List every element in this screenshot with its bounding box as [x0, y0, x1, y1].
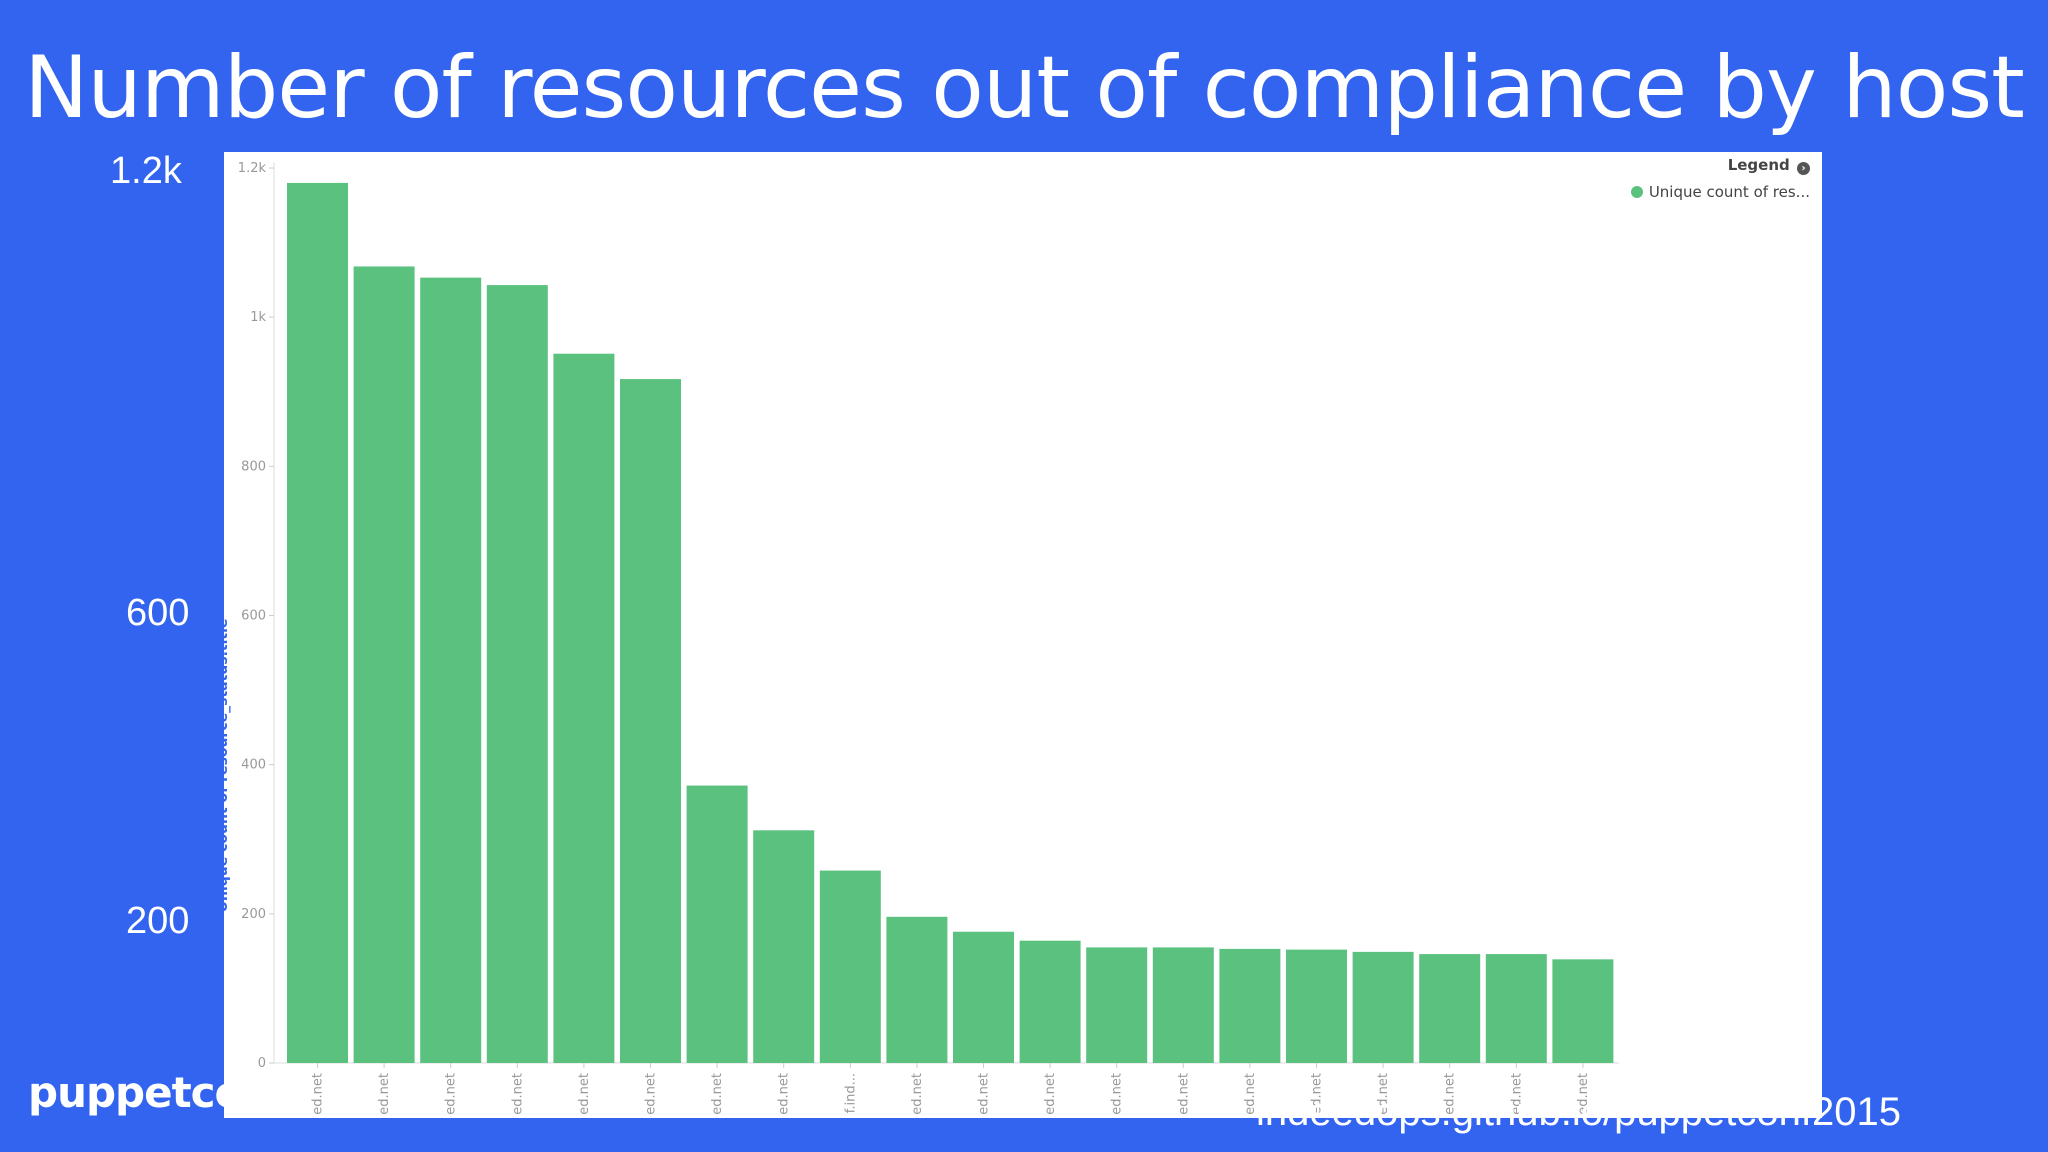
bar: [1552, 959, 1614, 1063]
legend: Legend › Unique count of res...: [1630, 156, 1810, 201]
y-tick-label: 200: [241, 907, 266, 922]
x-tick-label: ed.net: [577, 1073, 592, 1115]
legend-item-label: Unique count of res...: [1648, 183, 1810, 201]
x-tick-label: ed.net: [444, 1073, 459, 1115]
x-tick-label: ed.net: [644, 1073, 659, 1115]
y-tick-label: 400: [241, 758, 266, 773]
x-tick-label: ed.net: [1043, 1073, 1058, 1115]
overlay-tick-label: 200: [126, 900, 190, 942]
y-tick-label: 1k: [250, 310, 266, 325]
bar: [1485, 954, 1547, 1063]
x-tick-label: ed.net: [1443, 1073, 1458, 1115]
x-tick-label: ed.net: [1509, 1073, 1524, 1115]
x-tick-label: ed.net: [977, 1073, 992, 1115]
bar: [1086, 947, 1148, 1063]
bar: [753, 830, 815, 1063]
bar: [1352, 951, 1414, 1063]
bar-chart: 0 200 400 600 800 1k 1.2k Unique count of resou…: [224, 161, 1619, 1115]
bar: [686, 785, 748, 1063]
y-tick-label: 1.2k: [238, 161, 267, 176]
bar: [353, 266, 415, 1063]
bar: [620, 379, 681, 1064]
x-tick-label: ed.net: [1376, 1073, 1391, 1115]
overlay-tick-label: 600: [126, 592, 190, 634]
legend-dot-icon: [1630, 186, 1643, 198]
x-tick-label: f.ind...: [843, 1073, 858, 1113]
bar: [287, 182, 348, 1063]
y-tick-label: 0: [258, 1056, 266, 1071]
slide-title: Number of resources out of compliance by…: [24, 38, 2025, 138]
overlay-tick-label: 1.2k: [110, 150, 182, 192]
y-tick-label: 600: [241, 609, 266, 624]
chevron-right-icon[interactable]: ›: [1797, 162, 1810, 175]
bar: [1019, 940, 1081, 1063]
bar: [953, 931, 1014, 1063]
x-tick-label: ed.net: [910, 1073, 925, 1115]
footer-url: indeedops.github.io/puppetconf2015: [1256, 1090, 1901, 1134]
bar: [1286, 949, 1347, 1063]
x-tick-label: ed.net: [1176, 1073, 1191, 1115]
bar: [819, 870, 881, 1063]
bar: [486, 285, 548, 1063]
legend-title: Legend: [1727, 156, 1790, 174]
x-tick-label: ed.net: [377, 1073, 392, 1115]
x-tick-label: ed.net: [710, 1073, 725, 1115]
bar: [886, 916, 948, 1063]
legend-item[interactable]: Unique count of res...: [1630, 183, 1810, 201]
x-tick-label: ed.net: [1576, 1073, 1591, 1115]
bar: [1419, 954, 1481, 1063]
bar: [1152, 947, 1214, 1063]
x-tick-label: ed.net: [311, 1073, 326, 1115]
x-tick-label: ed.net: [777, 1073, 792, 1115]
y-axis-title: Unique count of resource_status.title: [224, 619, 231, 913]
chart-panel: 0 200 400 600 800 1k 1.2k Unique count of resou…: [224, 152, 1822, 1118]
x-tick-label: ed.net: [1110, 1073, 1125, 1115]
bar: [420, 277, 482, 1063]
x-tick-label: ed.net: [510, 1073, 525, 1115]
y-tick-label: 800: [241, 459, 266, 474]
x-tick-label: ed.net: [1310, 1073, 1325, 1115]
x-tick-label: ed.net: [1243, 1073, 1258, 1115]
bar: [553, 353, 615, 1063]
bar: [1219, 948, 1281, 1063]
legend-toggle[interactable]: Legend ›: [1631, 156, 1810, 175]
puppetcon-logo: puppetcon: [28, 1068, 272, 1117]
